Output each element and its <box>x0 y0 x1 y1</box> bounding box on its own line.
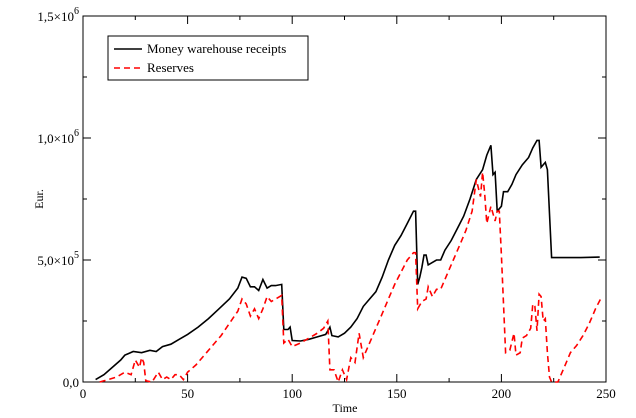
legend-label-money-warehouse-receipts: Money warehouse receipts <box>147 41 286 56</box>
legend-box <box>107 35 309 81</box>
legend-label-reserves: Reserves <box>147 60 194 75</box>
y-tick-mantissa: 5,0×10 <box>37 253 74 268</box>
y-tick-label-five-hundred-thousand: 5,0×105 <box>37 250 79 268</box>
x-tick-label-one-hundred: 100 <box>282 386 302 401</box>
y-tick-exponent: 6 <box>74 6 79 17</box>
y-tick-label-one-million: 1,0×106 <box>37 128 79 146</box>
x-tick-label-two-hundred: 200 <box>492 386 512 401</box>
series-layer <box>95 139 603 385</box>
y-tick-mantissa: 1,5×10 <box>37 9 74 24</box>
money-warehouse-receipts-line <box>95 139 600 381</box>
y-tick-label-one-point-five-million: 1,5×106 <box>37 6 79 24</box>
y-tick-exponent: 6 <box>74 128 79 139</box>
x-axis-title: Time <box>333 401 358 415</box>
reserves-line <box>99 172 603 385</box>
y-tick-exponent: 5 <box>74 250 79 261</box>
x-tick-label-fifty: 50 <box>181 386 194 401</box>
x-tick-label-zero: 0 <box>80 386 87 401</box>
y-axis-title: Eur. <box>32 189 46 209</box>
y-tick-mantissa: 1,0×10 <box>37 131 74 146</box>
y-tick-label-zero: 0,0 <box>63 375 79 390</box>
y-tick-mantissa: 0,0 <box>63 375 79 390</box>
x-tick-label-two-hundred-fifty: 250 <box>596 386 616 401</box>
x-tick-label-one-hundred-fifty: 150 <box>387 386 407 401</box>
legend: Money warehouse receipts Reserves <box>107 35 309 81</box>
